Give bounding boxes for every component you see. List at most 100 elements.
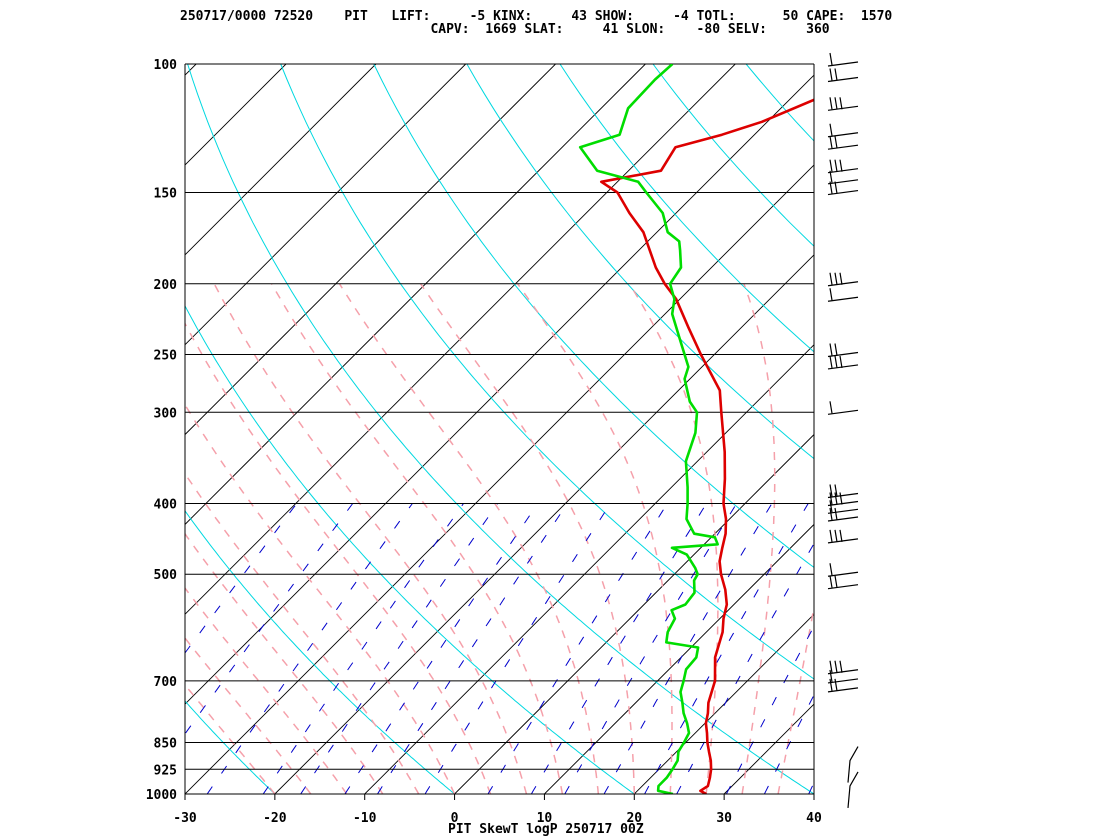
moist-adiabat-line (185, 472, 420, 794)
wind-barb-feather (834, 484, 838, 497)
moist-adiabat-line (628, 283, 719, 794)
y-tick-label: 200 (154, 278, 178, 293)
isotherm-line (633, 613, 814, 794)
wind-barb-feather (834, 660, 838, 673)
wind-barb-feather (839, 272, 843, 285)
wind-barb-shaft (827, 669, 859, 675)
y-tick-label: 100 (154, 58, 178, 73)
moist-adiabat-line (185, 683, 276, 794)
dry-adiabat-line (185, 510, 456, 794)
x-tick-label: -30 (173, 811, 197, 826)
y-tick-label: 150 (154, 187, 178, 202)
wind-barb-feather (829, 272, 833, 285)
wind-barb-feather (834, 272, 838, 285)
wind-barb-feather (834, 97, 838, 110)
dry-adiabat-line (745, 64, 814, 142)
y-tick-label: 925 (154, 763, 177, 778)
wind-barb-shaft (827, 168, 859, 174)
isotherm-line (0, 64, 106, 794)
wind-barb-shaft (827, 500, 859, 507)
wind-barb-feather (829, 678, 833, 691)
wind-barb-shaft (827, 409, 859, 415)
mixing-ratio-line (377, 503, 568, 794)
dry-adiabat-line (652, 64, 814, 247)
header-line-1: 250717/0000 72520 PIT LIFT: -5 KINX: 43 … (180, 9, 893, 24)
moist-adiabat-line (270, 283, 564, 794)
mixing-ratio-line (676, 542, 814, 794)
isotherm-line (185, 64, 736, 615)
y-tick-label: 500 (154, 568, 178, 583)
isotherm-line (544, 523, 814, 794)
wind-barb-feather (839, 159, 843, 172)
x-tick-label: 30 (716, 811, 732, 826)
isotherm-line (904, 64, 1120, 794)
y-tick-label: 400 (154, 498, 178, 513)
isotherm-line (813, 793, 814, 794)
wind-barb-feather (829, 660, 833, 673)
wind-barb-feather (829, 181, 833, 194)
wind-barbs (827, 52, 859, 809)
profile-line (578, 64, 720, 794)
dry-adiabat-lines (0, 48, 1120, 810)
wind-barb-feather (834, 181, 838, 194)
wind-barb (827, 136, 859, 150)
mixing-ratio-line (262, 503, 464, 794)
wind-barb (827, 159, 859, 174)
wind-barb-feather (839, 529, 843, 542)
wind-barb-feather (829, 136, 833, 149)
isotherm-line (185, 64, 467, 346)
wind-barb-shaft (827, 571, 859, 577)
isotherm-line (185, 74, 814, 705)
mixing-ratio-line (424, 503, 611, 794)
wind-barb (827, 68, 859, 83)
isotherm-line (185, 164, 814, 794)
wind-barb-feather (829, 401, 833, 414)
isotherm-line (0, 64, 16, 794)
wind-barb-feather (829, 159, 833, 172)
y-tick-label: 850 (154, 736, 178, 751)
wind-barb (827, 123, 859, 138)
moist-adiabat-line (185, 321, 492, 794)
wind-barb (827, 529, 859, 544)
wind-barb-shaft (827, 179, 859, 185)
wind-barb (827, 678, 859, 693)
mixing-ratio-line (487, 503, 668, 794)
wind-barb-shaft (827, 132, 859, 138)
isotherm-line (364, 344, 814, 794)
wind-barb-shaft (827, 492, 859, 499)
wind-barb-shaft (827, 105, 859, 111)
dry-adiabat-line (0, 48, 109, 810)
chart-title: PIT SkewT logP 250717 00Z (448, 822, 644, 837)
isotherm-line (454, 433, 814, 794)
wind-barb-feather (839, 97, 843, 110)
moist-adiabat-line (777, 602, 814, 794)
wind-barb (827, 507, 859, 522)
wind-barb-shaft (827, 584, 859, 590)
wind-barb (827, 401, 859, 415)
moist-adiabat-line (185, 586, 348, 794)
moist-adiabat-line (338, 283, 600, 794)
wind-barb-feather (834, 575, 838, 588)
wind-barb (827, 660, 859, 675)
isotherm-line (723, 703, 814, 794)
wind-barb-feather (829, 669, 833, 683)
wind-barb (827, 288, 859, 302)
wind-barb-feather (829, 68, 833, 81)
wind-barb-feather (829, 507, 833, 521)
mixing-ratio-line (808, 781, 814, 794)
wind-barb-shaft (827, 76, 859, 83)
wind-barb (827, 563, 859, 577)
moist-adiabat-line (741, 283, 776, 794)
mixing-ratio-line (185, 503, 298, 654)
dry-adiabat-line (825, 48, 1120, 810)
isotherm-line (185, 64, 287, 166)
dry-adiabat-line (185, 304, 636, 794)
dry-adiabat-line (373, 64, 814, 569)
wind-barb (827, 355, 859, 370)
dry-adiabat-line (187, 64, 814, 794)
header-line-2: CAPV: 1669 SLAT: 41 SLON: -80 SELV: 360 (180, 22, 830, 37)
wind-barb-feather (834, 355, 838, 369)
x-tick-label: 10 (537, 811, 553, 826)
